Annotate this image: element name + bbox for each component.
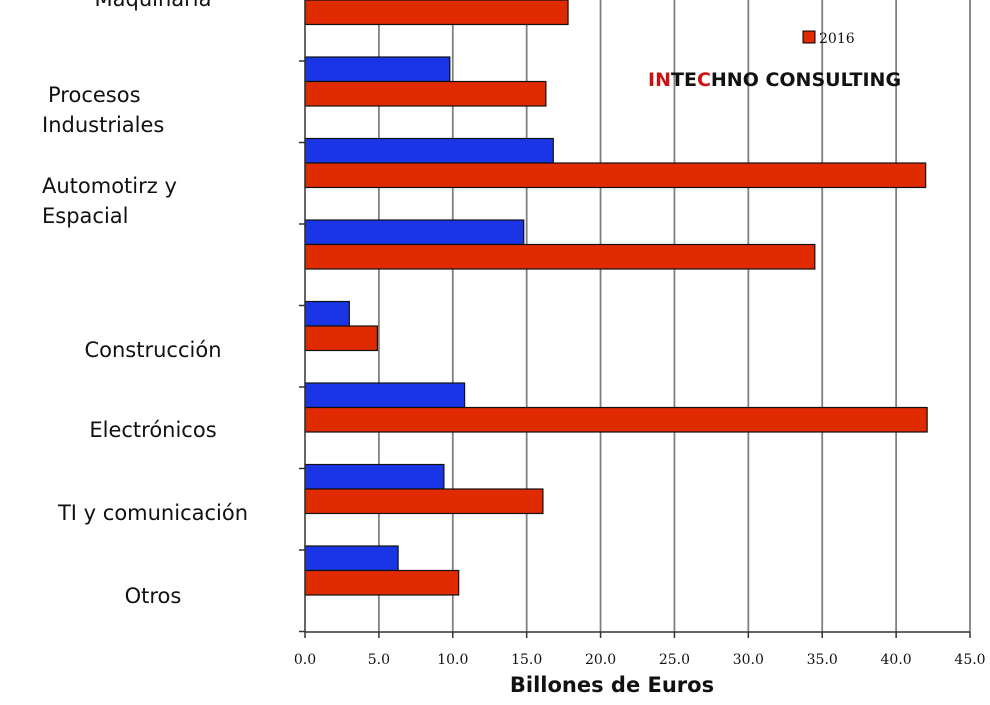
x-axis-title: Billones de Euros	[510, 673, 714, 697]
bar-2016-5	[304, 325, 379, 352]
bar-series-1-6	[304, 382, 466, 409]
bar-series-1-7	[304, 463, 445, 490]
legend-swatch-2016	[802, 30, 816, 44]
category-label-3-line-2: Espacial	[42, 204, 129, 228]
category-labels: Maquinaria Procesos Industriales Automotirz…	[42, 0, 248, 608]
x-tick-label-5.0: 5.0	[368, 652, 390, 668]
category-label-2-line-1: Procesos	[48, 83, 141, 107]
x-tick-label-15.0: 15.0	[511, 652, 542, 668]
category-label-8: Otros	[125, 584, 182, 608]
bar-2016-3	[304, 162, 927, 189]
legend-label-2016: 2016	[819, 31, 855, 47]
x-tick-label-10.0: 10.0	[437, 652, 468, 668]
category-label-3-line-1: Automotirz y	[42, 174, 177, 198]
category-label-2-line-2: Industriales	[42, 113, 164, 137]
intechno-consulting-logo: INTECHNO CONSULTING	[648, 69, 901, 91]
category-label-5: Construcción	[84, 338, 221, 362]
legend: 2016	[802, 30, 855, 47]
x-tick-label-45.0: 45.0	[954, 652, 985, 668]
bar-series-1-4	[304, 219, 525, 246]
bar-series-1-8	[304, 545, 399, 572]
x-tick-label-40.0: 40.0	[881, 652, 912, 668]
category-label-6: Electrónicos	[89, 418, 216, 442]
bar-2016-7	[304, 488, 544, 515]
x-tick-label-20.0: 20.0	[585, 652, 616, 668]
bar-series-1-3	[304, 137, 554, 164]
x-tick-label-25.0: 25.0	[659, 652, 690, 668]
axes	[299, 0, 971, 638]
category-label-1: Maquinaria	[95, 0, 212, 11]
x-tick-label-30.0: 30.0	[733, 652, 764, 668]
bar-2016-4	[304, 243, 816, 270]
bars	[304, 0, 928, 596]
x-tick-label-0.0: 0.0	[294, 652, 316, 668]
bar-2016-8	[304, 569, 460, 596]
category-label-7: TI y comunicación	[57, 501, 248, 525]
x-tick-labels: 0.0 5.0 10.0 15.0 20.0 25.0 30.0 35.0 40.0 45.0	[294, 652, 986, 668]
bar-series-1-2	[304, 56, 451, 83]
bar-2016-1	[304, 0, 569, 26]
bar-2016-6	[304, 406, 928, 433]
x-tick-label-35.0: 35.0	[807, 652, 838, 668]
bar-series-1-5	[304, 300, 350, 327]
bar-2016-2	[304, 80, 547, 107]
